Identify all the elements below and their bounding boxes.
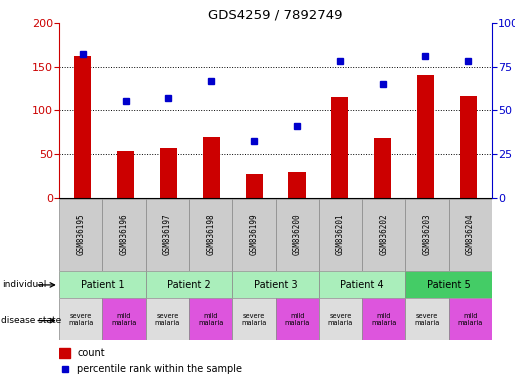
Text: Patient 3: Patient 3	[254, 280, 297, 290]
Text: GSM836203: GSM836203	[422, 214, 432, 255]
Text: severe
malaria: severe malaria	[154, 313, 180, 326]
Bar	[288, 172, 305, 198]
Text: mild
malaria: mild malaria	[371, 313, 397, 326]
Text: GSM836204: GSM836204	[466, 214, 475, 255]
Bar	[189, 298, 232, 340]
Bar	[362, 199, 405, 271]
Text: Patient 1: Patient 1	[81, 280, 124, 290]
Text: GSM836195: GSM836195	[76, 214, 85, 255]
Bar	[59, 298, 102, 340]
Text: severe
malaria: severe malaria	[414, 313, 440, 326]
Bar	[74, 56, 91, 198]
Bar	[460, 96, 477, 198]
Bar	[374, 138, 391, 198]
Text: disease state: disease state	[1, 316, 61, 325]
Text: GSM836200: GSM836200	[293, 214, 302, 255]
Text: Patient 4: Patient 4	[340, 280, 384, 290]
Bar	[146, 271, 232, 298]
Bar	[276, 199, 319, 271]
Text: individual: individual	[3, 280, 47, 290]
Bar	[232, 199, 276, 271]
Bar	[59, 348, 70, 358]
Text: GSM836199: GSM836199	[249, 214, 259, 255]
Bar	[246, 174, 263, 198]
Text: GSM836196: GSM836196	[119, 214, 129, 255]
Bar	[59, 271, 146, 298]
Bar	[59, 199, 102, 271]
Text: Patient 2: Patient 2	[167, 280, 211, 290]
Bar	[405, 298, 449, 340]
Text: mild
malaria: mild malaria	[457, 313, 483, 326]
Text: mild
malaria: mild malaria	[284, 313, 310, 326]
Bar	[319, 271, 405, 298]
Bar	[102, 298, 146, 340]
Text: percentile rank within the sample: percentile rank within the sample	[77, 364, 243, 374]
Text: GSM836202: GSM836202	[379, 214, 388, 255]
Title: GDS4259 / 7892749: GDS4259 / 7892749	[208, 9, 343, 22]
Bar	[160, 148, 177, 198]
Bar	[189, 199, 232, 271]
Text: mild
malaria: mild malaria	[198, 313, 224, 326]
Bar	[319, 298, 362, 340]
Text: GSM836198: GSM836198	[206, 214, 215, 255]
Bar	[362, 298, 405, 340]
Text: mild
malaria: mild malaria	[111, 313, 137, 326]
Bar	[417, 76, 434, 198]
Bar	[203, 137, 220, 198]
Text: GSM836201: GSM836201	[336, 214, 345, 255]
Bar	[102, 199, 146, 271]
Bar	[319, 199, 362, 271]
Bar	[449, 298, 492, 340]
Text: count: count	[77, 348, 105, 358]
Bar	[232, 298, 276, 340]
Text: GSM836197: GSM836197	[163, 214, 172, 255]
Bar	[232, 271, 319, 298]
Bar	[117, 151, 134, 198]
Bar	[449, 199, 492, 271]
Bar	[146, 199, 189, 271]
Bar	[405, 271, 492, 298]
Bar	[146, 298, 189, 340]
Bar	[405, 199, 449, 271]
Bar	[276, 298, 319, 340]
Text: severe
malaria: severe malaria	[68, 313, 94, 326]
Bar	[331, 97, 348, 198]
Text: severe
malaria: severe malaria	[241, 313, 267, 326]
Text: Patient 5: Patient 5	[427, 280, 470, 290]
Text: severe
malaria: severe malaria	[328, 313, 353, 326]
